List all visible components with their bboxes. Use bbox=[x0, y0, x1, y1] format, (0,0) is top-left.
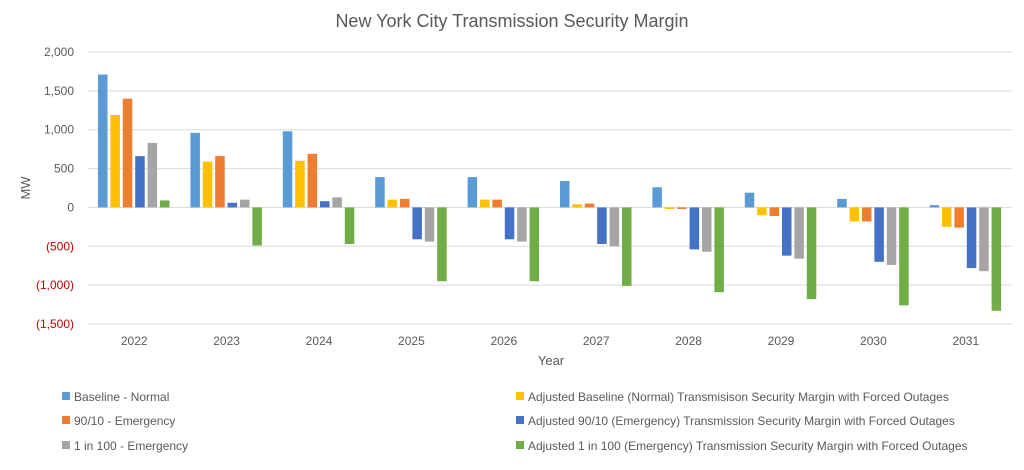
bar bbox=[400, 198, 410, 208]
bar bbox=[375, 177, 385, 208]
bar bbox=[942, 207, 952, 227]
bar bbox=[597, 207, 607, 244]
bar bbox=[837, 198, 847, 208]
chart-title: New York City Transmission Security Marg… bbox=[335, 11, 688, 31]
bar bbox=[332, 197, 342, 208]
bar bbox=[307, 153, 318, 208]
bar bbox=[782, 207, 792, 256]
legend-entry: 1 in 100 - Emergency bbox=[74, 439, 188, 453]
bar bbox=[412, 207, 422, 240]
bar bbox=[757, 207, 767, 216]
legend-swatch bbox=[516, 441, 524, 449]
bar bbox=[190, 132, 200, 208]
bar bbox=[560, 181, 570, 208]
legend-swatch bbox=[516, 416, 524, 424]
legend-entry: Adjusted Baseline (Normal) Transmisison … bbox=[528, 390, 949, 404]
bar bbox=[886, 207, 897, 265]
bar bbox=[215, 156, 225, 208]
y-axis-label: MW bbox=[18, 176, 33, 200]
bar bbox=[504, 207, 515, 240]
bar bbox=[806, 207, 817, 300]
bar bbox=[899, 207, 909, 306]
y-tick-label: (1,500) bbox=[36, 317, 74, 331]
bar bbox=[652, 187, 662, 208]
x-tick-label: 2028 bbox=[675, 334, 702, 348]
y-tick-label: 1,500 bbox=[44, 84, 74, 98]
bar bbox=[966, 207, 977, 269]
bar bbox=[98, 74, 108, 208]
bar bbox=[929, 205, 940, 208]
bar bbox=[122, 98, 133, 208]
x-tick-label: 2027 bbox=[583, 334, 610, 348]
legend-swatch bbox=[516, 392, 524, 400]
bar bbox=[954, 207, 964, 228]
bar bbox=[769, 207, 780, 216]
x-tick-label: 2024 bbox=[306, 334, 333, 348]
y-tick-label: 1,000 bbox=[44, 123, 74, 137]
y-tick-label: 500 bbox=[54, 162, 74, 176]
bar bbox=[344, 207, 355, 244]
bar bbox=[480, 199, 490, 208]
legend-entry: 90/10 - Emergency bbox=[74, 414, 175, 428]
bar bbox=[609, 207, 620, 247]
x-tick-label: 2030 bbox=[860, 334, 887, 348]
legend-entry: Baseline - Normal bbox=[74, 390, 169, 404]
bar bbox=[991, 207, 1002, 311]
bar bbox=[227, 202, 238, 208]
bar bbox=[862, 207, 872, 222]
x-tick-label: 2025 bbox=[398, 334, 425, 348]
bars bbox=[98, 74, 1002, 311]
bar bbox=[492, 199, 502, 208]
bar bbox=[979, 207, 989, 272]
bar bbox=[584, 203, 595, 208]
bar bbox=[849, 207, 860, 222]
bar bbox=[689, 207, 700, 250]
bar bbox=[572, 204, 582, 208]
y-axis-ticks: 2,000 1,500 1,000 500 0 (500) (1,000) (1,500) bbox=[36, 45, 74, 331]
y-tick-label: (500) bbox=[46, 239, 74, 253]
legend-swatch bbox=[62, 416, 70, 424]
bar bbox=[240, 199, 250, 208]
legend: Baseline - Normal Adjusted Baseline (Norm… bbox=[62, 390, 968, 453]
bar bbox=[467, 177, 478, 208]
bar bbox=[424, 207, 435, 242]
bar bbox=[664, 207, 675, 209]
x-tick-label: 2023 bbox=[213, 334, 240, 348]
y-tick-label: 0 bbox=[67, 200, 74, 214]
y-tick-label: 2,000 bbox=[44, 45, 74, 59]
legend-swatch bbox=[62, 392, 70, 400]
bar bbox=[135, 156, 145, 208]
bar bbox=[702, 207, 712, 252]
x-axis-label: Year bbox=[538, 353, 565, 368]
bar bbox=[794, 207, 804, 259]
x-tick-label: 2022 bbox=[121, 334, 148, 348]
bar bbox=[744, 192, 755, 208]
bar bbox=[529, 207, 540, 282]
bar bbox=[387, 199, 398, 208]
x-tick-label: 2026 bbox=[490, 334, 517, 348]
bar bbox=[517, 207, 527, 242]
legend-swatch bbox=[62, 441, 70, 449]
x-tick-label: 2029 bbox=[768, 334, 795, 348]
bar bbox=[320, 201, 330, 208]
bar bbox=[622, 207, 632, 286]
bar bbox=[437, 207, 447, 282]
y-tick-label: (1,000) bbox=[36, 278, 74, 292]
legend-entry: Adjusted 90/10 (Emergency) Transmission … bbox=[528, 414, 955, 428]
bar bbox=[110, 114, 120, 208]
x-tick-label: 2031 bbox=[952, 334, 979, 348]
bar bbox=[202, 161, 213, 208]
bar bbox=[160, 200, 170, 208]
bar bbox=[874, 207, 884, 262]
bar bbox=[295, 160, 305, 208]
bar bbox=[252, 207, 262, 246]
bar bbox=[714, 207, 724, 293]
bar bbox=[147, 142, 158, 208]
bar bbox=[677, 207, 687, 209]
gridlines bbox=[88, 51, 1012, 325]
x-axis-ticks: 2022 2023 2024 2025 2026 2027 2028 2029 2030 2031 bbox=[121, 334, 980, 348]
bar bbox=[282, 131, 293, 208]
legend-entry: Adjusted 1 in 100 (Emergency) Transmissi… bbox=[528, 439, 968, 453]
